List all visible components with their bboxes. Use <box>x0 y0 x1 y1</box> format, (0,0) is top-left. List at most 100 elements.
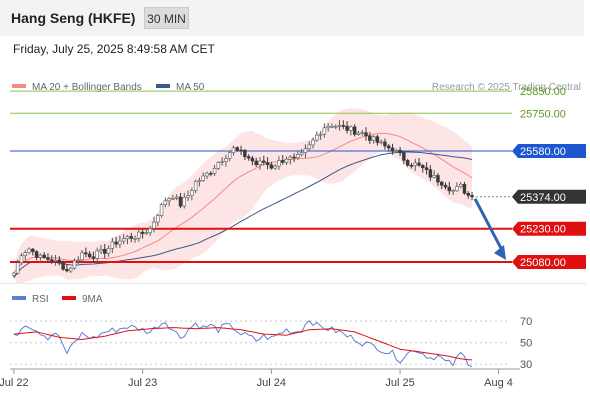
candle <box>38 254 43 258</box>
candle <box>280 160 285 163</box>
candle <box>330 125 334 128</box>
candle <box>171 197 175 200</box>
price-level-label: 25080.00 <box>520 257 566 269</box>
candle <box>144 232 149 235</box>
candle <box>455 186 459 192</box>
candle <box>421 164 425 169</box>
x-axis-label: Jul 23 <box>128 377 157 389</box>
candle <box>148 228 152 234</box>
candle <box>31 248 35 252</box>
candle <box>360 132 364 135</box>
candle <box>99 248 103 252</box>
candle <box>235 147 240 151</box>
candle <box>428 169 433 178</box>
candle <box>379 141 383 144</box>
candle <box>23 252 27 257</box>
legend-swatch <box>62 296 76 300</box>
candle <box>443 184 448 188</box>
candle <box>368 135 372 141</box>
candle <box>76 259 80 262</box>
candle <box>356 132 361 135</box>
candle <box>405 160 410 166</box>
candle <box>53 259 58 262</box>
candle <box>193 181 198 191</box>
candle <box>250 157 255 162</box>
candle <box>402 152 406 161</box>
candle <box>398 149 402 154</box>
candle <box>417 162 421 166</box>
candle <box>15 262 20 274</box>
report-datetime: Friday, July 25, 2025 8:49:58 AM CET <box>13 42 215 56</box>
candle <box>216 162 221 169</box>
candle <box>451 190 455 193</box>
candle <box>243 149 247 157</box>
candle <box>57 259 62 264</box>
candle <box>432 175 436 178</box>
candle <box>227 152 232 159</box>
candle <box>341 125 346 127</box>
candle <box>390 147 395 152</box>
candle <box>190 190 194 196</box>
legend-label: RSI <box>32 294 49 305</box>
bollinger-band <box>13 108 473 284</box>
price-level-tag <box>512 144 586 159</box>
candle <box>84 252 88 255</box>
candle <box>352 126 357 135</box>
candle <box>50 259 54 262</box>
candle <box>322 127 327 135</box>
candle <box>254 160 258 166</box>
price-level-label: 25580.00 <box>520 146 566 158</box>
candle <box>326 126 330 129</box>
candle <box>80 252 84 261</box>
forecast-arrow-head <box>494 245 506 261</box>
rsi-tick-label: 50 <box>520 338 532 350</box>
legend-label: 9MA <box>82 294 103 305</box>
candle <box>424 167 429 170</box>
candle <box>27 248 31 253</box>
legend-label: MA 20 + Bollinger Bands <box>32 82 142 93</box>
candle <box>284 158 289 163</box>
legend-swatch <box>12 296 26 300</box>
candle <box>440 181 444 186</box>
timeframe-badge[interactable]: 30 MIN <box>144 7 189 29</box>
candle <box>42 254 46 259</box>
candle <box>436 175 440 183</box>
candle <box>163 200 168 206</box>
candle <box>91 256 96 259</box>
candle <box>212 168 217 174</box>
candle <box>19 255 24 264</box>
candle <box>121 238 126 242</box>
candle <box>470 195 474 198</box>
candle <box>182 197 187 207</box>
candle <box>307 144 311 149</box>
candle <box>159 204 164 216</box>
x-axis-label: Jul 25 <box>385 377 414 389</box>
candle <box>292 156 296 159</box>
x-axis-label: Jul 22 <box>0 377 29 389</box>
legend-swatch <box>156 84 170 88</box>
candle <box>231 147 236 154</box>
candle <box>394 149 399 152</box>
candle <box>12 272 16 276</box>
candle <box>375 136 380 143</box>
candle <box>277 160 281 167</box>
candle <box>201 175 205 181</box>
candle <box>65 268 69 272</box>
candle <box>409 164 414 167</box>
rsi-ma-line <box>13 327 473 361</box>
candle <box>303 148 308 153</box>
x-axis-label: Aug 4 <box>484 377 513 389</box>
candle <box>205 173 209 177</box>
candle <box>265 162 270 166</box>
candle <box>106 248 111 254</box>
candle <box>262 160 266 163</box>
price-level-label: 25230.00 <box>520 224 566 236</box>
price-level-label: 25374.00 <box>520 192 566 204</box>
candle <box>386 145 391 149</box>
x-axis-label: Jul 24 <box>257 377 286 389</box>
candle <box>269 164 274 169</box>
chart-header: Hang Seng (HKFE) 30 MIN <box>0 0 584 36</box>
price-level-label: 25850.00 <box>520 86 566 98</box>
candle <box>318 133 323 136</box>
